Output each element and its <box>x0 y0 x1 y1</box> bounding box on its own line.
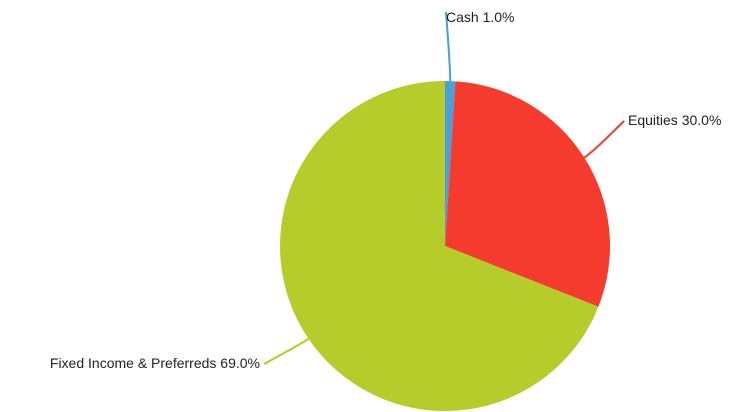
slice-label-equities: Equities 30.0% <box>628 112 721 128</box>
pie-slices <box>280 81 610 411</box>
slice-label-cash: Cash 1.0% <box>446 9 514 25</box>
leader-line-equities <box>584 121 624 158</box>
slice-label-fixed-income: Fixed Income & Preferreds 69.0% <box>50 355 260 371</box>
leader-line-fixed-income <box>264 339 309 364</box>
